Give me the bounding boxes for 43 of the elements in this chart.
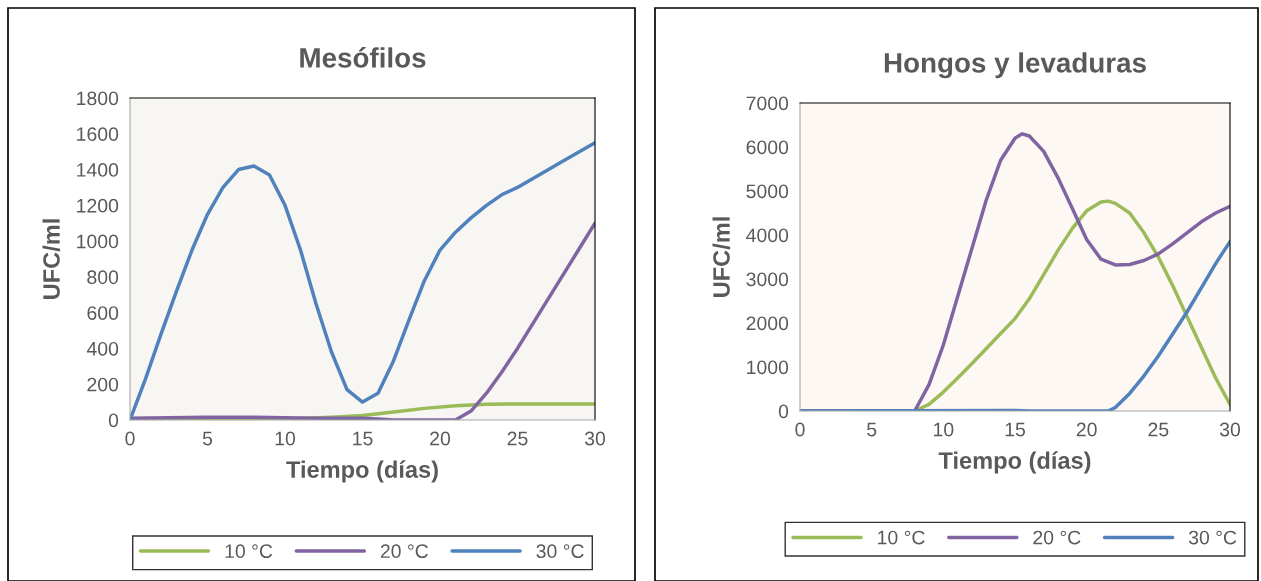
y-tick-label: 600 — [87, 306, 119, 320]
x-axis-title: Tiempo (días) — [938, 451, 1091, 474]
y-axis-title: UFC/ml — [712, 217, 731, 297]
x-tick-label: 30 — [1219, 422, 1241, 437]
x-tick-label: 25 — [507, 431, 528, 446]
y-tick-label: 2000 — [746, 316, 789, 331]
x-tick-label: 0 — [125, 431, 135, 446]
x-axis-title: Tiempo (días) — [286, 460, 438, 483]
y-tick-label: 1000 — [77, 234, 119, 249]
y-tick-label: 200 — [87, 377, 119, 392]
chart-title: Hongos y levaduras — [884, 52, 1146, 79]
y-tick-label: 5000 — [746, 184, 789, 199]
legend-label: 30 °C — [1188, 530, 1237, 545]
y-tick-label: 400 — [86, 341, 119, 356]
x-tick-label: 10 — [934, 422, 954, 437]
y-tick-label: 800 — [87, 270, 119, 285]
legend-label: 20 °C — [1033, 530, 1081, 545]
y-tick-label: 1400 — [77, 163, 119, 177]
y-tick-label: 4000 — [746, 228, 789, 243]
legend-label: 10 °C — [225, 544, 273, 559]
y-tick-label: 3000 — [746, 272, 789, 287]
x-tick-label: 25 — [1148, 422, 1169, 437]
legend-label: 20 °C — [380, 544, 428, 559]
x-tick-label: 10 — [275, 431, 296, 446]
x-tick-label: 5 — [202, 431, 213, 446]
legend-label: 30 °C — [536, 544, 584, 559]
x-tick-label: 0 — [795, 422, 805, 437]
y-tick-label: 1800 — [77, 91, 119, 106]
x-tick-label: 20 — [430, 431, 451, 446]
y-tick-label: 1600 — [77, 127, 119, 142]
y-tick-label: 1200 — [77, 198, 119, 213]
y-axis-title: UFC/ml — [42, 219, 61, 299]
chart-title: Mesófilos — [300, 47, 426, 68]
y-tick-label: 6000 — [746, 140, 789, 155]
x-tick-label: 15 — [353, 431, 373, 446]
y-tick-label: 7000 — [746, 96, 789, 111]
y-tick-label: 0 — [778, 404, 789, 419]
x-tick-label: 20 — [1076, 422, 1097, 437]
x-tick-label: 5 — [867, 422, 877, 437]
y-tick-label: 1000 — [747, 360, 789, 375]
x-tick-label: 15 — [1005, 422, 1025, 437]
legend-label: 10 °C — [878, 530, 925, 545]
x-tick-label: 30 — [584, 431, 606, 446]
